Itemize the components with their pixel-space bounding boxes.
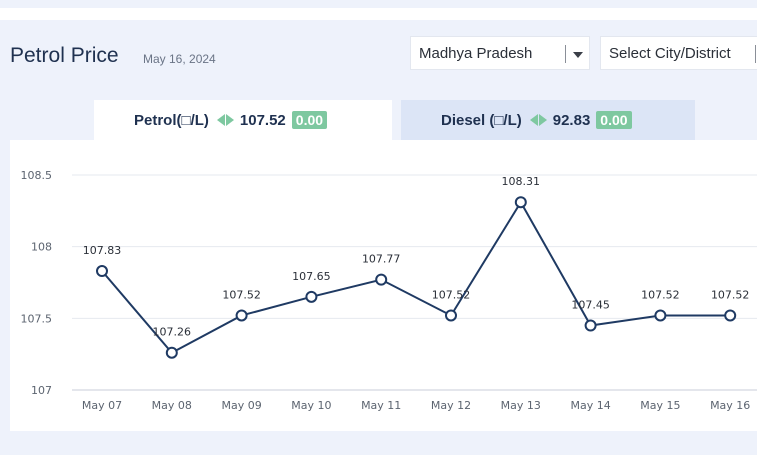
state-dropdown[interactable]: Madhya Pradesh bbox=[410, 36, 590, 70]
city-dropdown-placeholder: Select City/District bbox=[609, 45, 731, 62]
dropdown-separator bbox=[565, 45, 566, 63]
tab-petrol-label: Petrol(□/L) bbox=[134, 111, 209, 129]
price-change-arrows-icon bbox=[216, 114, 234, 126]
data-point[interactable] bbox=[235, 309, 248, 322]
tab-diesel-label: Diesel (□/L) bbox=[441, 111, 522, 129]
x-tick-label: May 13 bbox=[501, 399, 541, 412]
data-label: 107.77 bbox=[362, 253, 401, 266]
x-tick-label: May 16 bbox=[710, 399, 750, 412]
data-label: 107.52 bbox=[222, 288, 261, 301]
data-point[interactable] bbox=[96, 265, 108, 278]
data-label: 107.26 bbox=[153, 326, 192, 339]
dropdown-separator bbox=[755, 45, 756, 63]
x-tick-label: May 12 bbox=[431, 399, 471, 412]
tab-diesel[interactable]: Diesel (□/L) 92.83 0.00 bbox=[401, 100, 695, 140]
y-tick-label: 108 bbox=[31, 241, 52, 254]
data-label: 107.52 bbox=[711, 288, 750, 301]
price-line-chart: 107 107.5 108 108.5 May 07 May 08 May 09 May 1… bbox=[21, 169, 757, 412]
series-line bbox=[101, 200, 731, 354]
price-change-arrows-icon bbox=[529, 114, 547, 126]
page-title: Petrol Price bbox=[10, 44, 119, 67]
y-tick-label: 107.5 bbox=[21, 312, 53, 325]
data-point[interactable] bbox=[584, 319, 597, 332]
data-point[interactable] bbox=[375, 273, 388, 286]
price-date: May 16, 2024 bbox=[143, 52, 216, 66]
data-point[interactable] bbox=[445, 309, 457, 322]
data-point[interactable] bbox=[724, 309, 737, 322]
price-chart-card: 107 107.5 108 108.5 May 07 May 08 May 09 May 1… bbox=[10, 140, 757, 431]
chevron-down-icon[interactable] bbox=[573, 52, 583, 58]
data-label: 108.31 bbox=[502, 175, 541, 188]
data-label: 107.65 bbox=[292, 270, 331, 283]
x-tick-label: May 14 bbox=[570, 399, 610, 412]
y-tick-label: 108.5 bbox=[21, 169, 53, 182]
x-tick-label: May 07 bbox=[82, 399, 122, 412]
data-point[interactable] bbox=[654, 309, 667, 322]
petrol-price-value: 107.52 bbox=[239, 111, 286, 129]
data-point[interactable] bbox=[165, 346, 178, 359]
x-tick-label: May 11 bbox=[361, 399, 401, 412]
x-tick-label: May 08 bbox=[152, 399, 192, 412]
data-point[interactable] bbox=[514, 196, 527, 209]
data-label: 107.83 bbox=[83, 244, 122, 257]
data-point[interactable] bbox=[305, 290, 318, 303]
data-label: 107.52 bbox=[641, 288, 680, 301]
diesel-price-value: 92.83 bbox=[552, 111, 591, 129]
data-label: 107.45 bbox=[571, 299, 610, 312]
tab-petrol[interactable]: Petrol(□/L) 107.52 0.00 bbox=[94, 100, 392, 140]
x-tick-label: May 15 bbox=[640, 399, 680, 412]
y-tick-label: 107 bbox=[31, 384, 52, 397]
city-dropdown[interactable]: Select City/District bbox=[600, 36, 757, 70]
state-dropdown-value: Madhya Pradesh bbox=[419, 45, 533, 62]
diesel-change-badge: 0.00 bbox=[596, 111, 632, 129]
data-label: 107.52 bbox=[432, 288, 471, 301]
x-tick-label: May 10 bbox=[291, 399, 331, 412]
top-strip bbox=[0, 0, 757, 8]
x-tick-label: May 09 bbox=[221, 399, 261, 412]
petrol-change-badge: 0.00 bbox=[291, 111, 328, 129]
